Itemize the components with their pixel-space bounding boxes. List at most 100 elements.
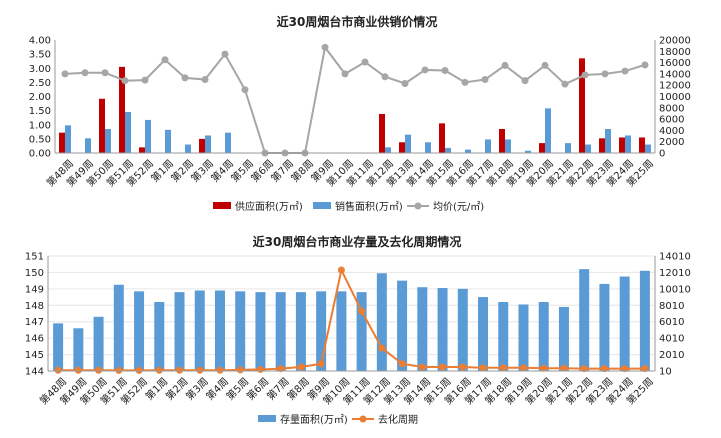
y-left-tick-label: 0.50	[29, 134, 51, 145]
y-right-tick-label: 12010	[659, 268, 691, 279]
y-right-tick-label: 4000	[659, 126, 684, 137]
line-point	[115, 366, 123, 374]
line-point	[361, 58, 369, 66]
series-line	[64, 44, 646, 154]
bar	[65, 125, 71, 153]
x-tick-label: 第2周	[163, 375, 191, 403]
bar	[165, 129, 171, 153]
y-left-tick-label: 3.50	[29, 50, 51, 61]
y-left-tick-label: 144	[25, 367, 44, 378]
bar	[425, 142, 431, 153]
line-point	[560, 364, 568, 372]
bar	[645, 144, 651, 153]
line-point	[181, 74, 189, 82]
bar	[59, 132, 65, 153]
y-right-tick-label: 14010	[659, 252, 691, 263]
bar	[439, 123, 445, 153]
bar	[625, 135, 631, 153]
legend-marker-price	[414, 202, 422, 210]
y-left-tick-label: 2.00	[29, 92, 51, 103]
legend-label-cycle: 去化周期	[378, 413, 418, 426]
chart-2: 近30周烟台市商业存量及去化周期情况 144 145 146 147 148 149 150…	[25, 234, 691, 426]
bar	[585, 144, 591, 153]
bar	[485, 139, 491, 153]
bar	[417, 287, 428, 371]
bar	[619, 276, 630, 371]
bar	[498, 302, 509, 371]
bar	[125, 112, 131, 153]
line-point	[501, 61, 509, 69]
bar	[599, 283, 610, 371]
line-point	[398, 360, 406, 368]
bar	[379, 114, 385, 153]
line-point	[381, 73, 389, 81]
line-point	[201, 76, 209, 84]
bar	[194, 290, 205, 371]
y-right-tick-label: 0	[659, 149, 665, 160]
x-tick-label: 第1周	[143, 375, 171, 403]
x-tick-label: 第4周	[203, 375, 231, 403]
legend-swatch-stock	[258, 415, 276, 422]
line-point	[421, 66, 429, 74]
x-tick-label: 第3周	[183, 375, 211, 403]
chart-2-legend: 存量面积(万㎡) 去化周期	[258, 413, 418, 426]
line-point	[321, 43, 329, 51]
bar	[437, 288, 448, 371]
bar	[275, 292, 286, 371]
bar	[174, 292, 185, 371]
bar	[85, 138, 91, 153]
line-point	[341, 70, 349, 78]
line-point	[54, 366, 62, 374]
line-point	[541, 61, 549, 69]
bar	[399, 142, 405, 153]
line-point	[317, 360, 325, 368]
y-left-tick-label: 147	[25, 317, 44, 328]
y-left-tick-label: 1.00	[29, 120, 51, 131]
line-point	[358, 307, 366, 315]
line-point	[641, 61, 649, 69]
bar	[579, 269, 590, 371]
bar	[376, 273, 387, 371]
bar	[539, 143, 545, 153]
line-point	[601, 70, 609, 78]
bar	[619, 137, 625, 153]
line-point	[61, 70, 69, 78]
line-point	[135, 366, 143, 374]
y-right-tick-label: 10010	[659, 284, 691, 295]
bar	[73, 328, 84, 371]
line-point	[459, 363, 467, 371]
x-tick-label: 第7周	[264, 375, 292, 403]
bar	[336, 291, 347, 371]
bar	[225, 132, 231, 153]
bar	[185, 144, 191, 153]
bar	[295, 292, 306, 371]
legend-label-sales: 销售面积(万㎡)	[335, 200, 403, 213]
bar	[145, 119, 151, 153]
y-left-tick-label: 145	[25, 350, 44, 361]
line-point	[499, 364, 507, 372]
y-right-tick-label: 6010	[659, 317, 684, 328]
line-point	[540, 364, 548, 372]
y-left-tick-label: 4.00	[29, 36, 51, 47]
bar	[545, 108, 551, 153]
line-point	[401, 80, 409, 88]
y-right-tick-label: 2000	[659, 137, 684, 148]
bar	[235, 291, 246, 371]
line-point	[600, 365, 608, 373]
bar	[154, 302, 165, 371]
y-right-tick-label: 12000	[659, 81, 691, 92]
y-left-tick-label: 1.50	[29, 106, 51, 117]
line-point	[277, 365, 285, 373]
bar	[465, 149, 471, 153]
bar	[93, 316, 104, 371]
line-point	[519, 364, 527, 372]
bar	[385, 147, 391, 153]
y-left-tick-label: 3.00	[29, 64, 51, 75]
line-point	[479, 364, 487, 372]
series-line	[58, 267, 645, 372]
line-point	[378, 344, 386, 352]
bar	[405, 134, 411, 153]
line-point	[439, 363, 447, 371]
bar	[356, 292, 367, 371]
